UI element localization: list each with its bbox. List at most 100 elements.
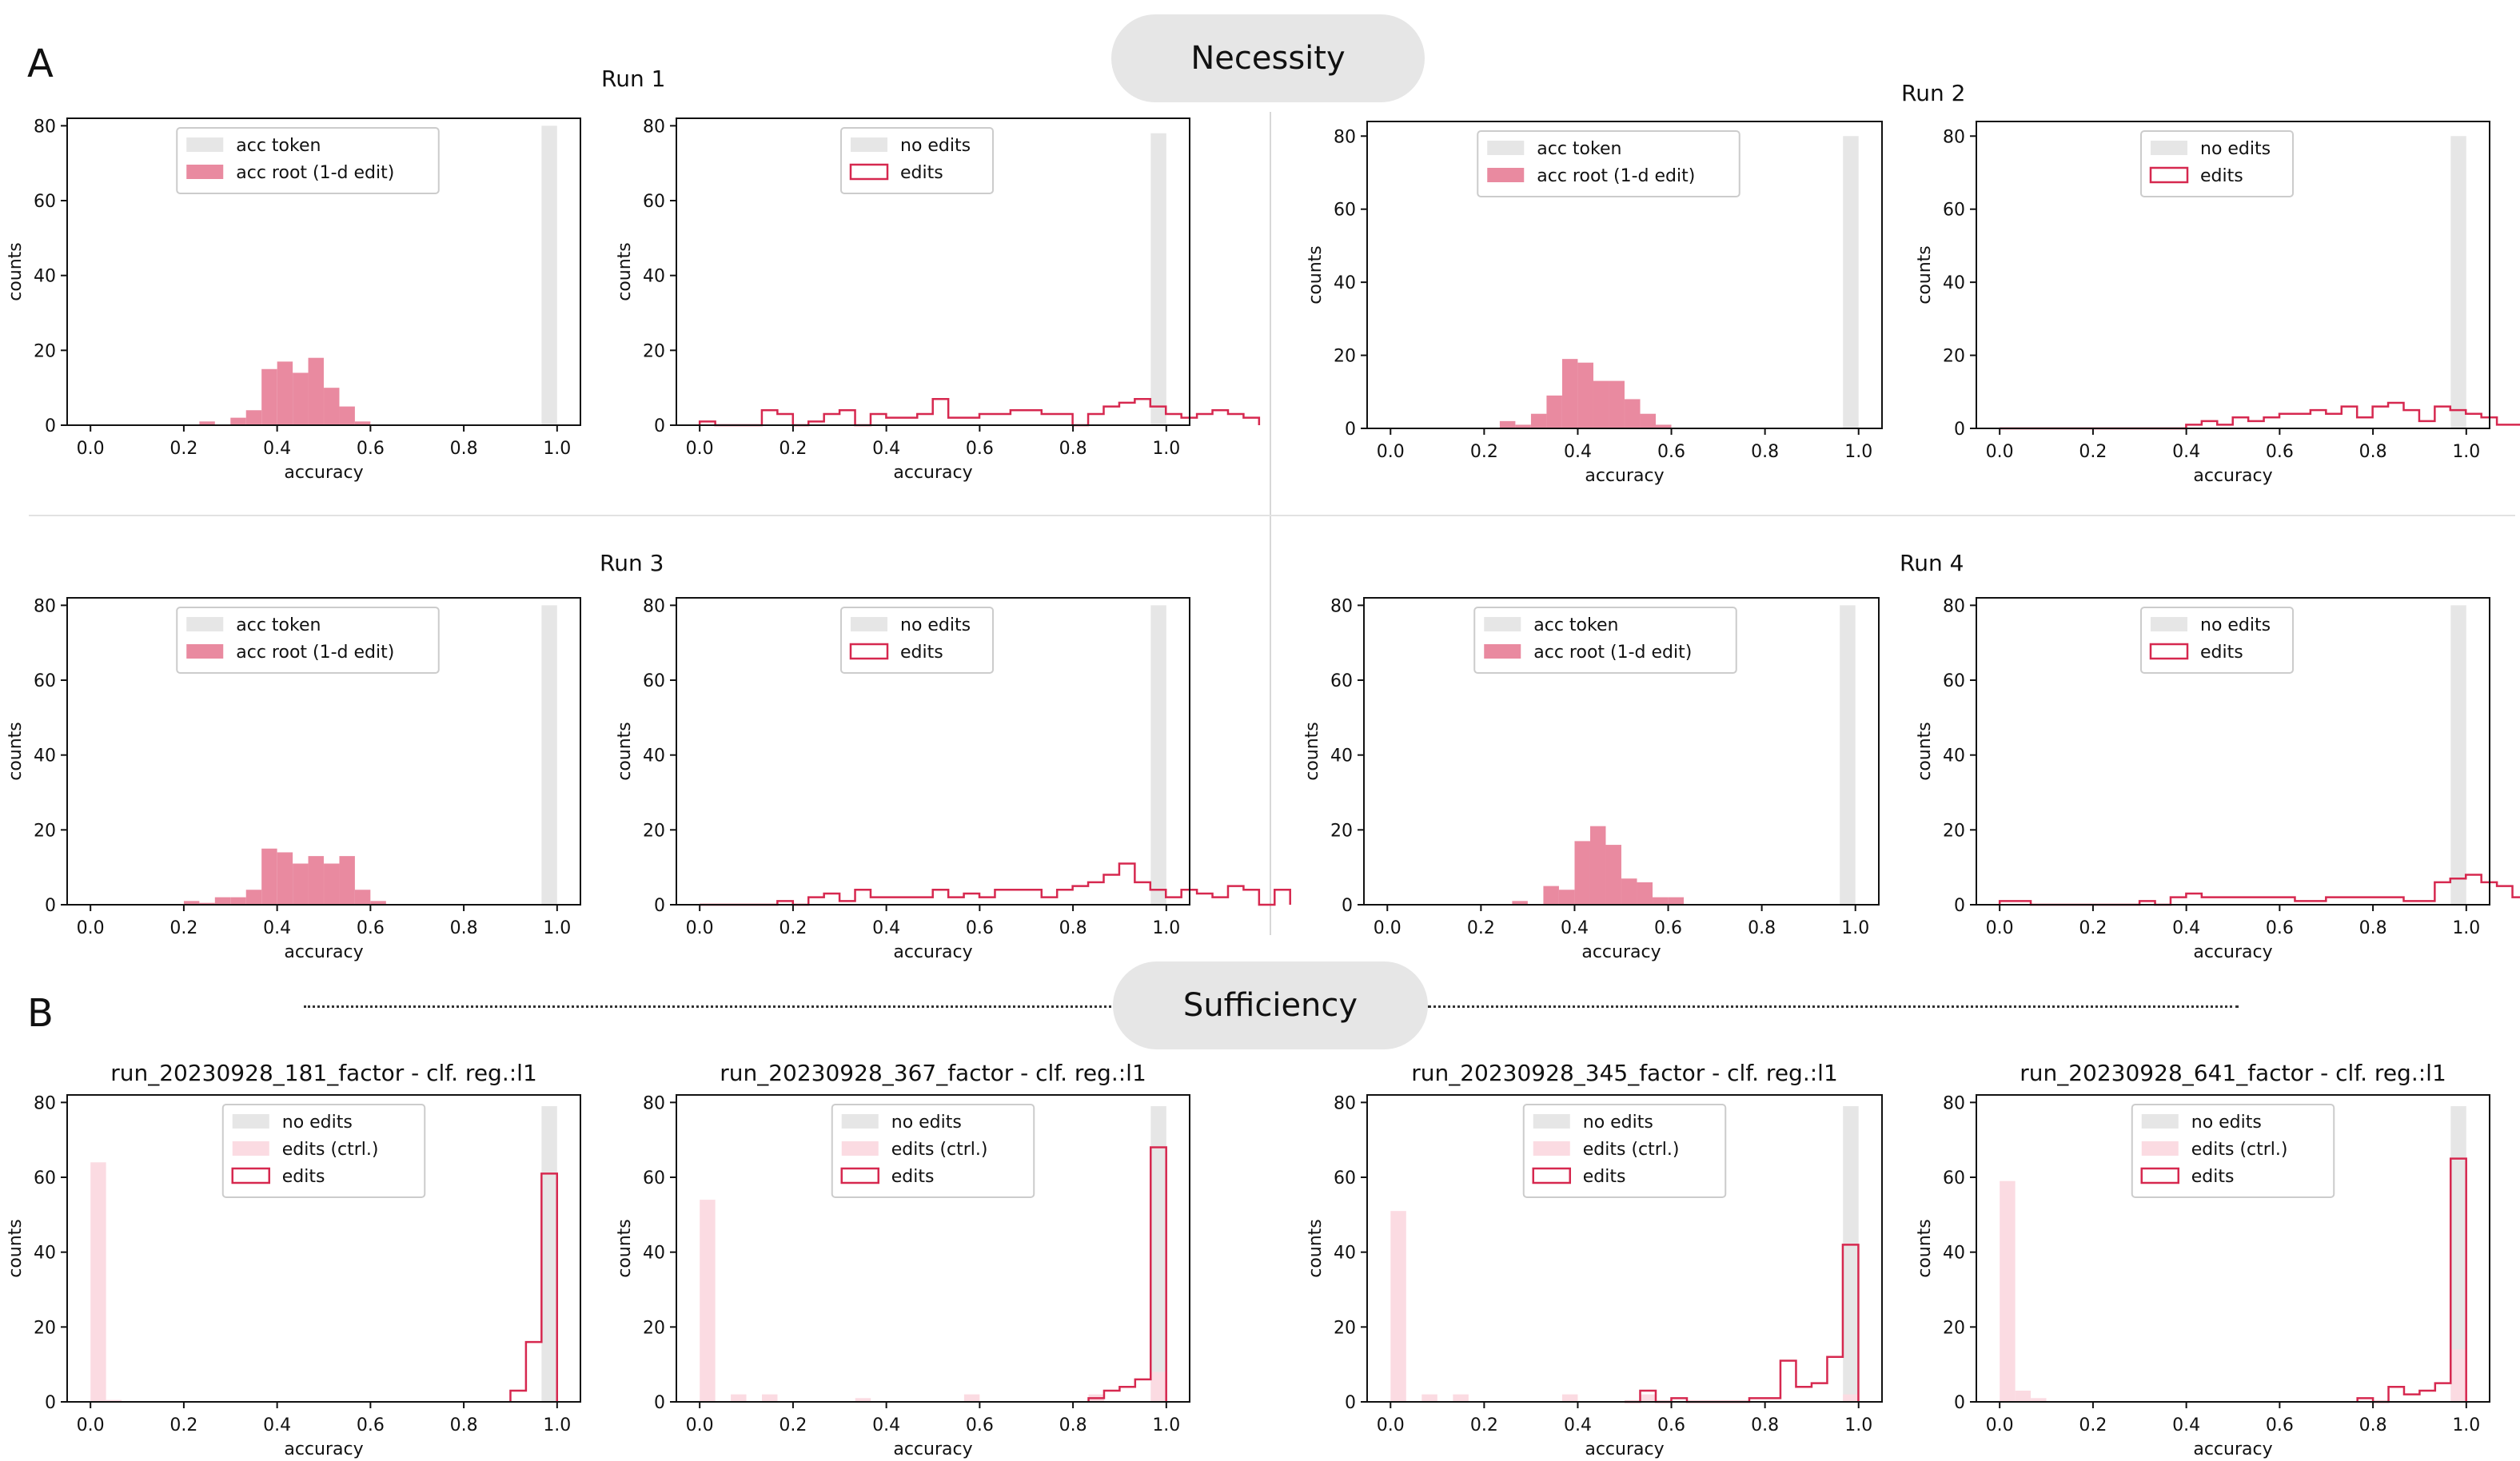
x-axis-label: accuracy	[893, 463, 972, 483]
histogram-bar	[1150, 605, 1166, 905]
y-tick-label: 0	[654, 1393, 665, 1413]
histogram-bar	[324, 863, 340, 905]
y-axis-label: counts	[1915, 722, 1935, 781]
chart-svg: 0.0 0.2 0.4 0.6 0.8 1.0 0 20 40 60 80 accuracy count…	[1915, 596, 2520, 962]
histogram-bar	[230, 897, 246, 905]
chart-svg: 0.0 0.2 0.4 0.6 0.8 1.0 0 20 40 60 80 accuracy count…	[6, 117, 581, 483]
x-tick-label: 0.0	[1986, 1415, 2014, 1435]
histogram-bar	[308, 357, 324, 425]
x-tick-label: 0.2	[1470, 442, 1498, 462]
histogram-bar	[1512, 901, 1528, 905]
legend-label: edits (ctrl.)	[282, 1140, 379, 1160]
histogram-bar	[2450, 1106, 2466, 1402]
x-tick-label: 0.8	[1751, 1415, 1779, 1435]
x-tick-label: 1.0	[1152, 439, 1180, 459]
axes-frame	[1366, 1094, 1883, 1403]
quadrant-divider-vertical	[1270, 112, 1271, 935]
legend-label: acc root (1-d edit)	[1537, 166, 1695, 186]
plot-group: 0.0 0.2 0.4 0.6 0.8 1.0 0 20 40 60 80 accuracy count…	[6, 596, 581, 962]
plot-group: run_20230928_345_factor - clf. reg.:l1 0.…	[1306, 1060, 1883, 1459]
y-tick-label: 40	[1330, 746, 1353, 766]
y-axis-label: counts	[615, 722, 635, 781]
legend-label: edits (ctrl.)	[2191, 1140, 2288, 1160]
histogram-bar	[1843, 136, 1859, 429]
panel-b-label: B	[27, 991, 54, 1036]
legend-label: acc root (1-d edit)	[1533, 643, 1692, 663]
legend-box	[831, 1104, 1035, 1198]
quadrant-divider-horizontal	[29, 515, 2515, 516]
y-tick-label: 60	[1943, 201, 1965, 221]
x-tick-label: 0.0	[1374, 918, 1402, 938]
chart-svg: 0.0 0.2 0.4 0.6 0.8 1.0 0 20 40 60 80 accuracy count…	[6, 596, 581, 962]
histogram-bar	[1499, 420, 1516, 428]
y-tick-label: 60	[643, 192, 665, 212]
histogram-bar	[1593, 380, 1609, 428]
legend-box	[1522, 1104, 1727, 1198]
histogram-bar	[293, 863, 309, 905]
y-tick-label: 80	[1334, 127, 1356, 147]
histogram-bar	[1843, 1106, 1859, 1402]
y-tick-label: 60	[34, 671, 56, 691]
x-tick-label: 0.6	[2266, 442, 2294, 462]
legend: no edits edits (ctrl.) edits	[1522, 1104, 1727, 1198]
y-tick-label: 0	[45, 1393, 56, 1413]
legend-swatch	[1533, 1114, 1570, 1129]
y-axis-label: counts	[6, 1219, 26, 1278]
legend-swatch	[849, 163, 889, 181]
legend-swatch	[186, 644, 224, 659]
x-tick-label: 1.0	[543, 1415, 571, 1435]
x-tick-label: 0.4	[263, 918, 291, 938]
y-tick-label: 60	[1330, 671, 1353, 691]
y-tick-label: 0	[45, 416, 56, 436]
x-axis-label: accuracy	[2193, 1439, 2272, 1459]
histogram-bar	[1530, 413, 1547, 428]
chart-svg: run_20230928_181_factor - clf. reg.:l1 0.…	[6, 1060, 581, 1459]
y-tick-label: 60	[1334, 201, 1356, 221]
legend-label: no edits	[1583, 1113, 1653, 1133]
y-tick-label: 40	[643, 746, 665, 766]
x-tick-label: 0.2	[1467, 918, 1495, 938]
legend-label: acc token	[1533, 615, 1618, 635]
legend-box	[176, 607, 440, 674]
y-tick-label: 80	[1943, 127, 1965, 147]
legend-swatch	[2151, 141, 2187, 155]
x-axis-label: accuracy	[893, 942, 972, 962]
legend-label: edits	[1583, 1167, 1626, 1187]
axes-frame	[1976, 1094, 2490, 1403]
x-tick-label: 0.2	[779, 1415, 807, 1435]
legend: no edits edits	[2140, 607, 2294, 674]
legend-swatch	[2151, 617, 2187, 631]
y-tick-label: 80	[1943, 1093, 1965, 1113]
legend-label: acc token	[236, 136, 321, 156]
y-tick-label: 20	[1334, 1318, 1356, 1338]
y-axis-label: counts	[6, 242, 26, 301]
x-tick-label: 1.0	[2452, 442, 2480, 462]
y-tick-label: 40	[1334, 1244, 1356, 1264]
histogram-bar	[354, 890, 371, 905]
legend-swatch	[186, 137, 224, 152]
y-tick-label: 80	[34, 596, 56, 616]
legend-swatch	[2140, 1167, 2179, 1184]
histogram-bar	[90, 1162, 106, 1402]
x-tick-label: 1.0	[1844, 1415, 1872, 1435]
x-tick-label: 0.4	[872, 1415, 900, 1435]
x-axis-label: accuracy	[284, 463, 363, 483]
x-axis-label: accuracy	[893, 1439, 972, 1459]
y-tick-label: 40	[643, 1244, 665, 1264]
histogram-bar	[1390, 1211, 1406, 1402]
plot-group: 0.0 0.2 0.4 0.6 0.8 1.0 0 20 40 60 80 accuracy count…	[1302, 596, 1880, 962]
x-tick-label: 0.0	[1986, 918, 2014, 938]
x-tick-label: 1.0	[1844, 442, 1872, 462]
chart-title: run_20230928_367_factor - clf. reg.:l1	[720, 1060, 1146, 1086]
y-tick-label: 20	[1943, 347, 1965, 367]
axes-frame	[676, 1094, 1190, 1403]
legend-label: edits	[2191, 1167, 2235, 1187]
x-tick-label: 0.6	[357, 1415, 385, 1435]
plot-group: 0.0 0.2 0.4 0.6 0.8 1.0 0 20 40 60 80 accuracy count…	[1306, 121, 1883, 486]
legend-swatch	[2141, 1141, 2179, 1156]
sufficiency-divider-right	[1428, 1005, 2239, 1008]
y-tick-label: 80	[34, 1093, 56, 1113]
plot-group: 0.0 0.2 0.4 0.6 0.8 1.0 0 20 40 60 80 accuracy count…	[6, 117, 581, 483]
x-tick-label: 0.2	[2079, 442, 2107, 462]
histogram-bar	[1589, 826, 1606, 905]
